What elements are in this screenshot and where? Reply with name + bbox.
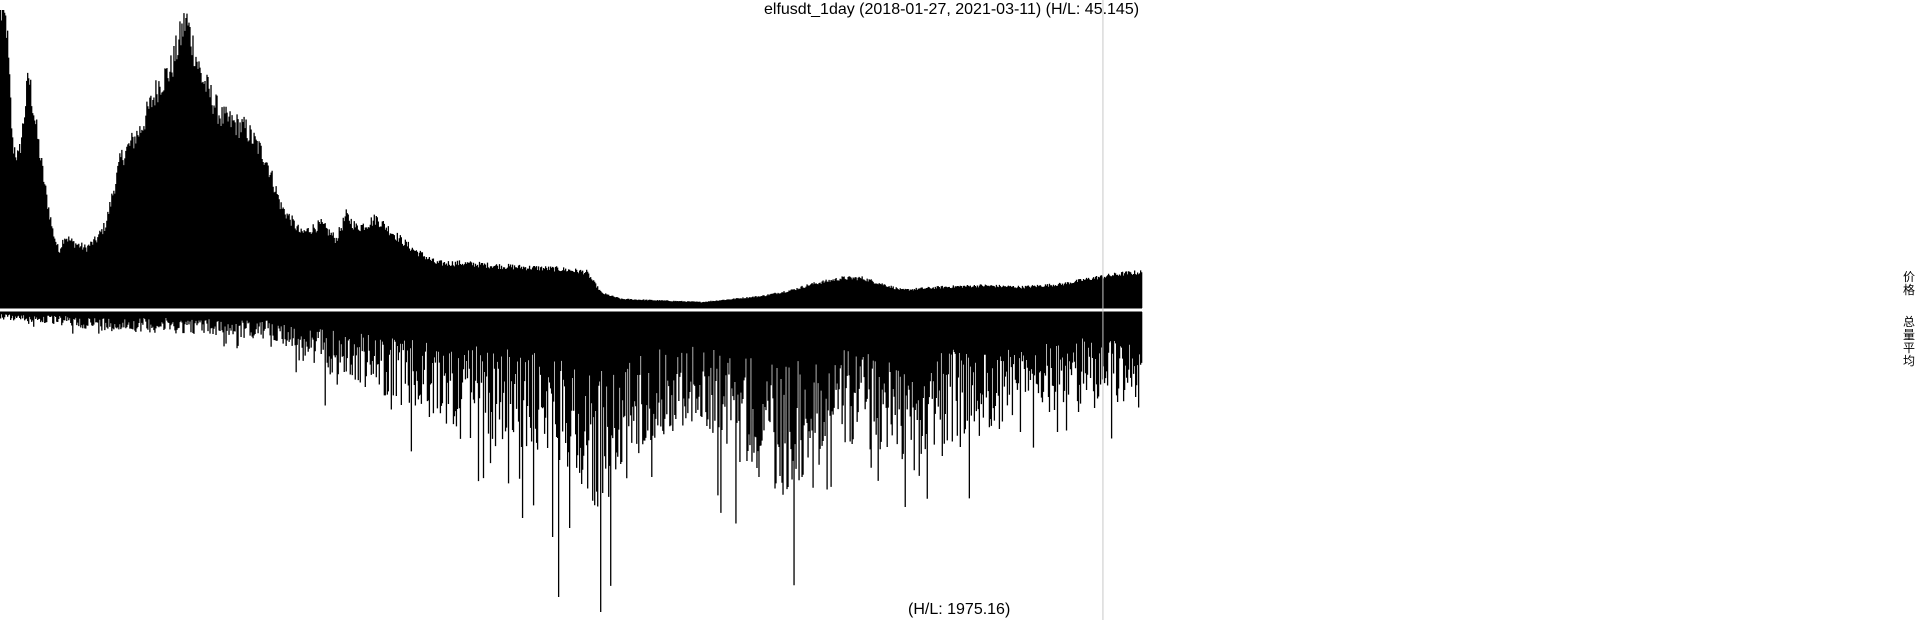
volume-bars [0,312,1143,612]
legend-price-label: 价格 [1903,270,1916,297]
volume-hl-label: (H/L: 1975.16) [908,601,1011,618]
legend-volume-label: 总量平均 [1903,315,1916,368]
price-bars [0,10,1143,308]
chart-title: elfusdt_1day (2018-01-27, 2021-03-11) (H… [764,1,1140,18]
